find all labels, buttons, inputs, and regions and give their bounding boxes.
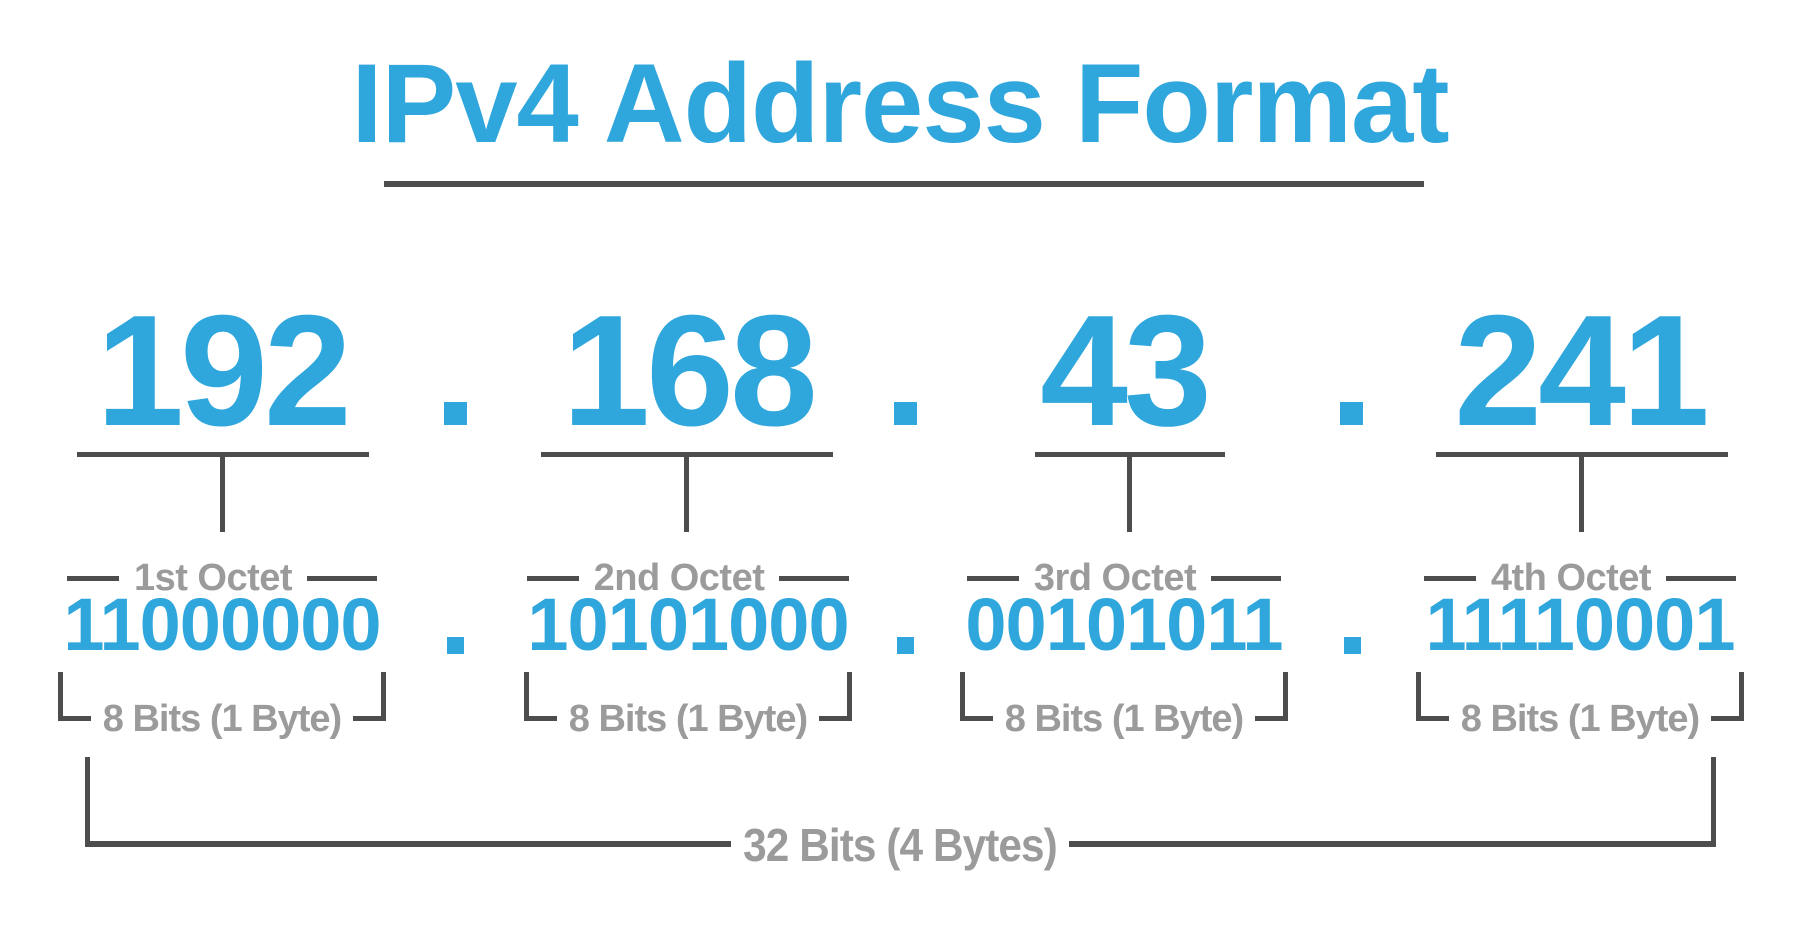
bracket-corner-right	[819, 672, 852, 721]
bracket-corner-left	[58, 672, 91, 721]
octet-label-row-4: 4th Octet	[1414, 556, 1746, 600]
bracket-corner-right	[353, 672, 386, 721]
octet-decimal-1: 192	[96, 283, 352, 459]
decimal-dot-separator	[1340, 402, 1363, 425]
binary-dot-separator	[447, 637, 464, 654]
bracket-corner-left	[1416, 672, 1449, 721]
octet-connector-bar	[1035, 452, 1225, 457]
octet-binary-2: 10101000	[527, 583, 849, 666]
bracket-corner-right	[1255, 672, 1288, 721]
binary-dot-separator	[897, 637, 914, 654]
octet-connector-stem	[220, 457, 225, 532]
label-dash	[526, 575, 579, 581]
label-dash	[1423, 575, 1476, 581]
octet-ordinal-label: 3rd Octet	[1033, 557, 1197, 599]
decimal-dot-separator	[894, 402, 917, 425]
bracket-corner-left	[960, 672, 993, 721]
title-underline	[384, 181, 1424, 187]
decimal-dot-separator	[444, 402, 467, 425]
octet-connector-stem	[684, 457, 689, 532]
octet-binary-4: 11110001	[1425, 583, 1736, 666]
octet-decimal-3: 43	[1040, 283, 1212, 459]
octet-decimal-4: 241	[1454, 283, 1710, 459]
total-bits-label: 32 Bits (4 Bytes)	[743, 819, 1058, 871]
octet-ordinal-label: 1st Octet	[133, 557, 293, 599]
bits-label-2: 8 Bits (1 Byte)	[568, 698, 808, 740]
octet-label-row-2: 2nd Octet	[522, 556, 854, 600]
bits-label-1: 8 Bits (1 Byte)	[102, 698, 342, 740]
octet-connector-bar	[77, 452, 369, 457]
octet-label-row-1: 1st Octet	[56, 556, 388, 600]
octet-label-row-3: 3rd Octet	[958, 556, 1290, 600]
octet-ordinal-label: 2nd Octet	[593, 557, 765, 599]
octet-decimal-2: 168	[562, 283, 818, 459]
bracket-corner-right	[1711, 672, 1744, 721]
octet-binary-1: 11000000	[63, 583, 381, 666]
octet-connector-stem	[1579, 457, 1584, 532]
total-bracket-left-line	[85, 841, 731, 847]
octet-binary-3: 00101011	[965, 583, 1283, 666]
label-dash	[1666, 575, 1737, 581]
total-bracket-left-vertical	[85, 757, 90, 843]
bits-label-4: 8 Bits (1 Byte)	[1460, 698, 1700, 740]
total-bracket-right-vertical	[1711, 757, 1716, 843]
page-title: IPv4 Address Format	[351, 41, 1449, 166]
binary-dot-separator	[1344, 637, 1361, 654]
label-dash	[966, 575, 1019, 581]
octet-connector-bar	[1436, 452, 1728, 457]
octet-ordinal-label: 4th Octet	[1490, 557, 1652, 599]
label-dash	[1211, 575, 1282, 581]
bits-label-3: 8 Bits (1 Byte)	[1004, 698, 1244, 740]
octet-connector-stem	[1127, 457, 1132, 532]
label-dash	[779, 575, 850, 581]
label-dash	[307, 575, 378, 581]
total-bracket-right-line	[1069, 841, 1716, 847]
label-dash	[66, 575, 119, 581]
octet-connector-bar	[541, 452, 833, 457]
bracket-corner-left	[524, 672, 557, 721]
